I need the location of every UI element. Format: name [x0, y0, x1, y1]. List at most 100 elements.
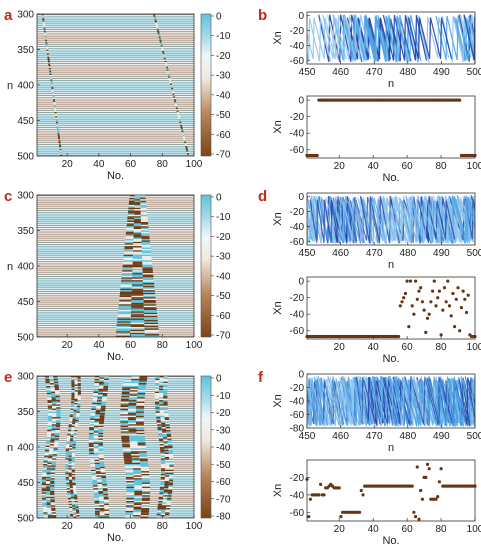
heatmap-cell [51, 394, 56, 396]
heatmap-cell [166, 432, 171, 435]
heatmap-cell [77, 378, 81, 381]
heatmap-cell [168, 445, 173, 447]
heatmap-cell [140, 206, 147, 208]
heatmap-cell [98, 452, 104, 455]
heatmap-cell [71, 388, 75, 391]
heatmap-cell [68, 424, 72, 426]
heatmap-cell [41, 489, 46, 492]
heatmap-cell [66, 441, 70, 443]
y-tick-label: -20 [290, 207, 305, 218]
heatmap-cell [134, 481, 142, 483]
y-tick-label: 400 [17, 443, 34, 454]
heatmap-cell [134, 199, 141, 201]
heatmap-cell [136, 398, 145, 401]
heatmap-cell [161, 510, 166, 513]
heatmap-cell [45, 45, 48, 47]
heatmap-cell [101, 398, 107, 401]
heatmap-cell [42, 21, 45, 23]
heatmap-cell [141, 473, 150, 476]
heatmap-cell [72, 415, 77, 418]
heatmap-cell [165, 464, 170, 466]
heatmap-cell [65, 448, 70, 450]
heatmap-cell [56, 412, 61, 415]
heatmap-cell [73, 414, 77, 416]
data-point [427, 467, 431, 471]
heatmap-cell [118, 310, 132, 312]
heatmap-cell [66, 447, 70, 449]
heatmap-cell [72, 441, 76, 443]
heatmap-cell [166, 503, 171, 506]
heatmap-cell [163, 408, 168, 411]
heatmap-cell [72, 505, 76, 507]
data-point [463, 297, 467, 301]
heatmap-cell [66, 438, 71, 440]
heatmap-cell [55, 390, 60, 392]
heatmap-cell [49, 377, 54, 379]
heatmap-cell [98, 434, 104, 436]
heatmap-cell [136, 410, 144, 412]
heatmap-cell [44, 32, 47, 34]
heatmap-cell [143, 311, 157, 313]
heatmap-cell [74, 383, 78, 385]
heatmap-cell [134, 498, 143, 500]
y-tick-label: -20 [290, 293, 305, 304]
series-line [327, 14, 372, 60]
heatmap-cell [103, 493, 109, 496]
x-tick-label: 500 [467, 431, 481, 442]
heatmap-cell [97, 486, 103, 489]
heatmap-cell [161, 508, 166, 510]
heatmap-cell [142, 275, 154, 278]
heatmap-cell [125, 510, 134, 513]
x-axis-label: No. [382, 353, 399, 365]
heatmap-cell [99, 503, 105, 506]
heatmap-cell [160, 472, 166, 474]
data-point [402, 296, 406, 300]
y-tick-label: 500 [17, 514, 34, 525]
heatmap-cell [134, 207, 141, 210]
heatmap-cell [142, 266, 153, 268]
heatmap-cell [130, 312, 144, 315]
heatmap-cell [140, 202, 147, 204]
colorbar-tick-label: -20 [216, 51, 231, 62]
heatmap-cell [125, 233, 134, 235]
heatmap-cell [161, 509, 166, 511]
heatmap-cell [47, 395, 52, 398]
heatmap-cell [93, 439, 99, 442]
heatmap-cell [134, 213, 141, 215]
heatmap-cell [70, 435, 74, 438]
heatmap-cell [143, 297, 156, 299]
heatmap-cell [165, 461, 170, 463]
heatmap-cell [60, 153, 63, 155]
heatmap-cell [47, 465, 52, 467]
heatmap-cell [88, 447, 94, 449]
heatmap-cell [166, 429, 171, 432]
heatmap-cell [131, 307, 144, 309]
colorbar-tick-label: -40 [216, 271, 231, 282]
heatmap-cell [45, 482, 51, 484]
heatmap-cell [68, 468, 72, 470]
heatmap-cell [53, 106, 56, 108]
heatmap-cell [92, 485, 98, 487]
heatmap-cell [158, 397, 164, 399]
heatmap-cell [159, 401, 164, 403]
heatmap-cell [117, 315, 131, 318]
heatmap-cell [56, 414, 61, 416]
heatmap-cell [125, 231, 134, 234]
heatmap-cell [94, 422, 100, 425]
heatmap-cell [47, 458, 53, 460]
heatmap-cell [133, 478, 142, 480]
heatmap-cell [161, 469, 166, 472]
heatmap-cell [53, 100, 56, 103]
heatmap-cell [130, 448, 139, 450]
heatmap-cell [155, 411, 160, 413]
heatmap-cell [95, 465, 100, 467]
x-tick-label: 490 [433, 67, 450, 78]
heatmap-cell [94, 381, 100, 384]
heatmap-cell [95, 408, 101, 411]
heatmap-cell [47, 429, 52, 432]
x-tick-label: 40 [93, 340, 105, 351]
plot-frame [306, 95, 476, 159]
x-tick-label: 20 [334, 342, 346, 353]
heatmap-cell [131, 298, 144, 301]
heatmap-cell [72, 512, 77, 514]
